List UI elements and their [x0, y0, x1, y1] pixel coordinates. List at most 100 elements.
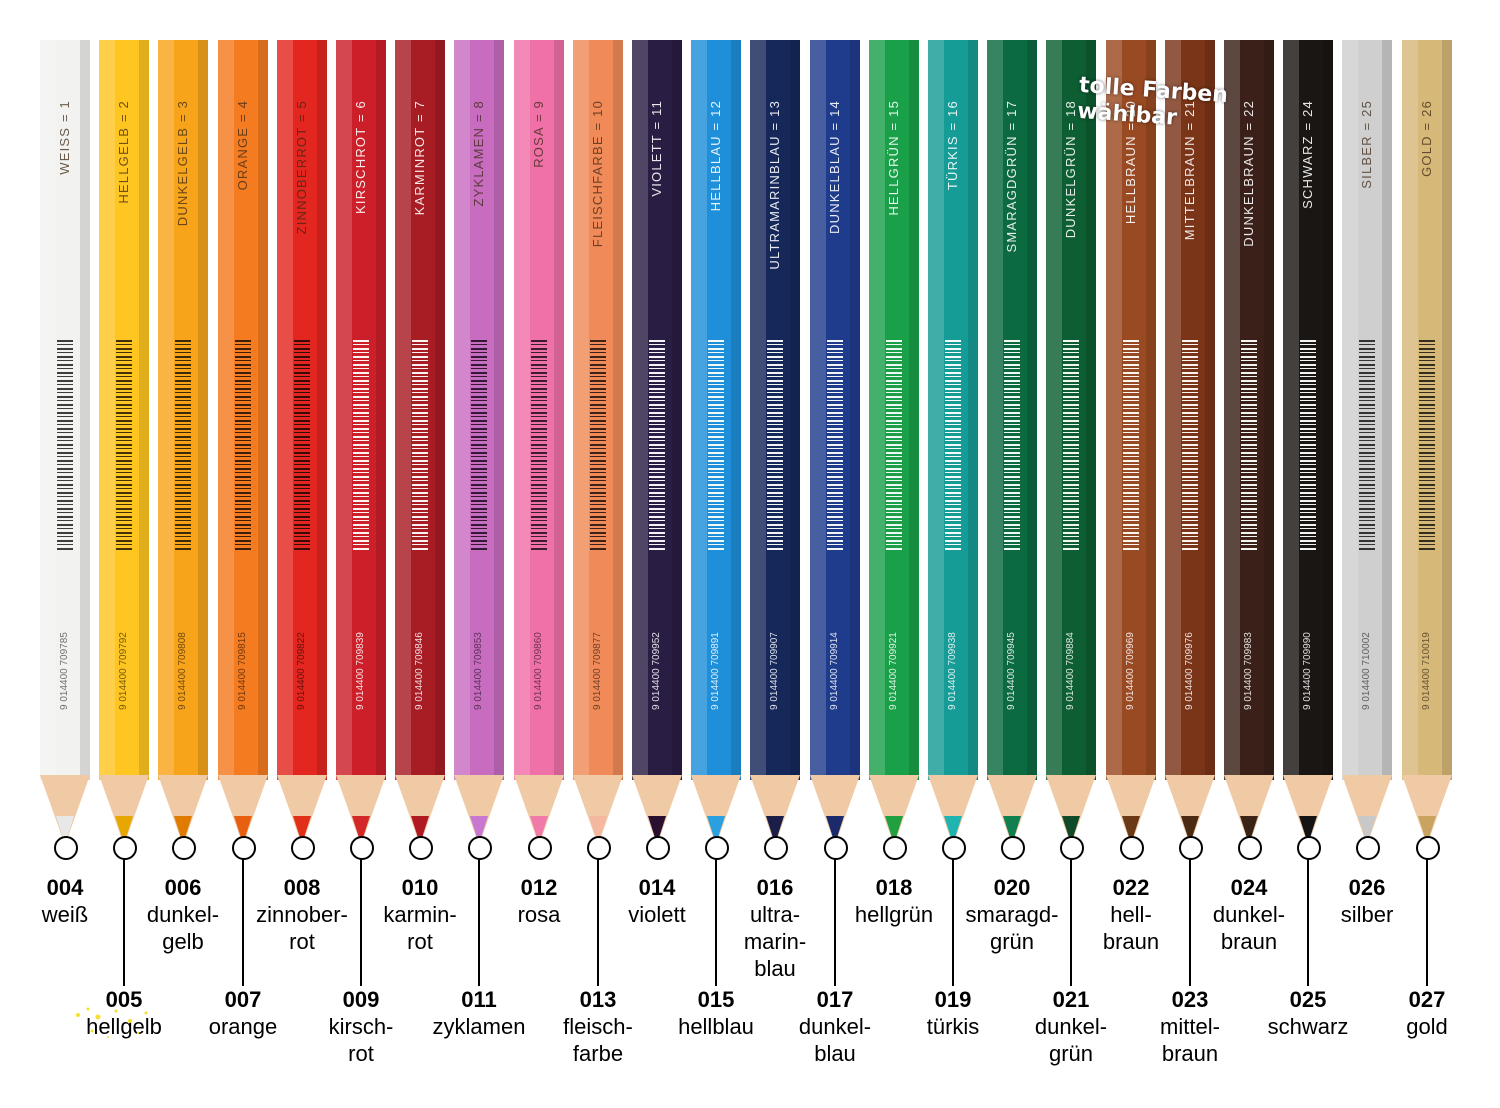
marker-circle — [1416, 836, 1440, 860]
color-code: 011 — [461, 987, 497, 1012]
pencil-highlight — [336, 40, 352, 780]
barcode-icon — [116, 340, 132, 550]
pencil-shadow — [1323, 40, 1333, 780]
pencil-imprint: HELLGRÜN = 15 — [886, 100, 901, 216]
color-code: 013 — [579, 987, 617, 1012]
color-code: 015 — [697, 987, 735, 1012]
marker-circle — [1238, 836, 1262, 860]
color-code: 014 — [638, 875, 676, 900]
marker-circle — [409, 836, 433, 860]
marker-circle — [291, 836, 315, 860]
color-code: 022 — [1112, 875, 1150, 900]
pencil-ean: 9 014400 710002 — [1361, 632, 1372, 710]
pencil-ean: 9 014400 709945 — [1006, 632, 1017, 710]
pencil-highlight — [218, 40, 234, 780]
pencil-highlight — [691, 40, 707, 780]
pencil-020: SMARAGDGRÜN = 17 9 014400 709945 — [987, 40, 1037, 845]
marker-circle — [54, 836, 78, 860]
yellow-splash-icon — [76, 1007, 148, 1038]
color-name: dunkel- braun — [1212, 902, 1286, 954]
barcode-icon — [412, 340, 428, 550]
pencil-imprint: ROSA = 9 — [531, 100, 546, 168]
pencil-shadow — [1205, 40, 1215, 780]
barcode-icon — [767, 340, 783, 550]
color-name: schwarz — [1267, 1014, 1349, 1039]
color-name: hellgrün — [854, 902, 934, 927]
pencil-imprint: SCHWARZ = 24 — [1300, 100, 1315, 209]
pencil-ean: 9 014400 709808 — [177, 632, 188, 710]
pencil-shadow — [850, 40, 860, 780]
color-label-014: 014 violett — [592, 874, 722, 928]
color-code: 024 — [1230, 875, 1268, 900]
color-name: smaragd- grün — [965, 902, 1059, 954]
pencil-imprint: ORANGE = 4 — [235, 100, 250, 191]
pencil-shadow — [1086, 40, 1096, 780]
marker-circle — [883, 836, 907, 860]
color-label-026: 026 silber — [1302, 874, 1432, 928]
leader-line — [1070, 858, 1072, 986]
color-code: 018 — [875, 875, 913, 900]
color-name: kirsch- rot — [328, 1014, 394, 1066]
pencil-ean: 9 014400 709785 — [59, 632, 70, 710]
pencil-imprint: GOLD = 26 — [1419, 100, 1434, 177]
pencil-imprint: FLEISCHFARBE = 10 — [590, 100, 605, 248]
color-name: rosa — [517, 902, 561, 927]
pencil-imprint: KARMINROT = 7 — [412, 100, 427, 216]
pencil-019: TÜRKIS = 16 9 014400 709938 — [928, 40, 978, 845]
marker-circle — [113, 836, 137, 860]
pencil-highlight — [1283, 40, 1299, 780]
color-name: gold — [1406, 1014, 1448, 1039]
pencil-ean: 9 014400 709976 — [1184, 632, 1195, 710]
pencil-shadow — [554, 40, 564, 780]
color-label-023: 023 mittel- braun — [1125, 986, 1255, 1067]
marker-circle — [1297, 836, 1321, 860]
color-label-009: 009 kirsch- rot — [296, 986, 426, 1067]
pencil-shadow — [80, 40, 90, 780]
color-name: weiß — [41, 902, 89, 927]
color-name: fleisch- farbe — [563, 1014, 633, 1066]
pencil-ean: 9 014400 709990 — [1302, 632, 1313, 710]
pencil-shadow — [1027, 40, 1037, 780]
pencil-highlight — [810, 40, 826, 780]
barcode-icon — [57, 340, 73, 550]
pencil-006: DUNKELGELB = 3 9 014400 709808 — [158, 40, 208, 845]
pencil-shadow — [1382, 40, 1392, 780]
marker-circle — [1356, 836, 1380, 860]
color-name: dunkel- grün — [1034, 1014, 1108, 1066]
pencil-ean: 9 014400 709914 — [829, 632, 840, 710]
pencil-ean: 9 014400 709815 — [237, 632, 248, 710]
color-code: 009 — [342, 987, 380, 1012]
color-label-010: 010 karmin- rot — [355, 874, 485, 955]
pencil-highlight — [869, 40, 885, 780]
pencil-ean: 9 014400 709822 — [296, 632, 307, 710]
pencil-ean: 9 014400 709907 — [769, 632, 780, 710]
pencil-012: ROSA = 9 9 014400 709860 — [514, 40, 564, 845]
leader-line — [952, 858, 954, 986]
barcode-icon — [1182, 340, 1198, 550]
color-label-024: 024 dunkel- braun — [1184, 874, 1314, 955]
color-name: hell- braun — [1102, 902, 1160, 954]
color-label-006: 006 dunkel- gelb — [118, 874, 248, 955]
color-name: türkis — [926, 1014, 980, 1039]
pencil-015: HELLBLAU = 12 9 014400 709891 — [691, 40, 741, 845]
color-label-007: 007 orange — [178, 986, 308, 1040]
leader-line — [597, 858, 599, 986]
color-code: 017 — [816, 987, 854, 1012]
pencil-024: DUNKELBRAUN = 22 9 014400 709983 — [1224, 40, 1274, 845]
pencil-imprint: HELLGELB = 2 — [116, 100, 131, 204]
barcode-icon — [353, 340, 369, 550]
pencil-highlight — [1106, 40, 1122, 780]
color-label-016: 016 ultra- marin- blau — [710, 874, 840, 982]
pencil-highlight — [158, 40, 174, 780]
pencil-highlight — [928, 40, 944, 780]
barcode-icon — [294, 340, 310, 550]
pencil-007: ORANGE = 4 9 014400 709815 — [218, 40, 268, 845]
color-code: 026 — [1348, 875, 1386, 900]
pencil-026: SILBER = 25 9 014400 710002 — [1342, 40, 1392, 845]
pencil-023: MITTELBRAUN = 21 9 014400 709976 — [1165, 40, 1215, 845]
barcode-icon — [1359, 340, 1375, 550]
pencil-highlight — [750, 40, 766, 780]
pencil-shadow — [198, 40, 208, 780]
leader-line — [715, 858, 717, 986]
